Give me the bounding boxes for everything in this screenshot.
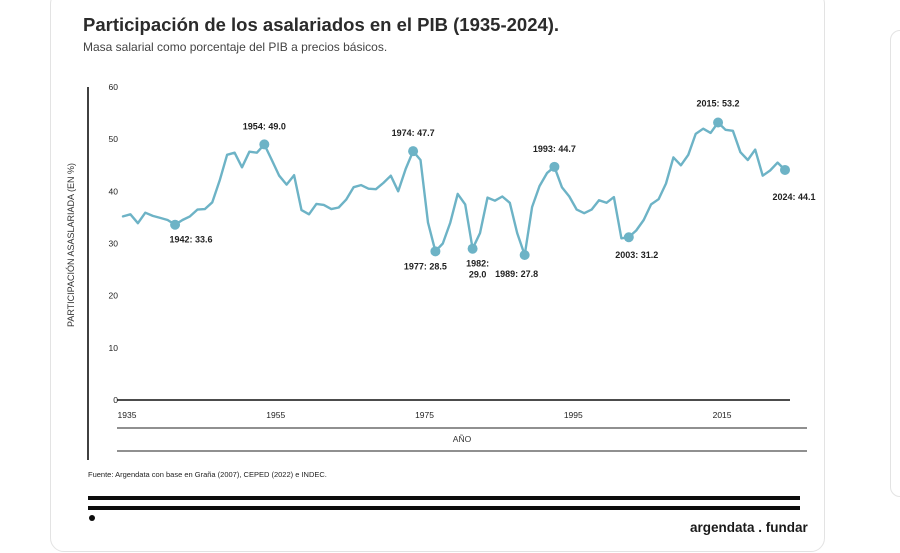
brand-logo[interactable]: argendata . fundar [690,520,808,535]
x-axis: 1935 1955 1975 1995 2015 AÑO [117,399,807,452]
y-tick-label: 30 [109,239,119,249]
x-tick-label: 2015 [713,410,732,420]
annotation-label: 1974: 47.7 [392,128,435,138]
x-tick-label: 1955 [266,410,285,420]
x-tick-label: 1975 [415,410,434,420]
annotation-marker [430,246,441,257]
y-tick-label: 0 [113,395,118,405]
annotation-label: 1954: 49.0 [243,121,286,131]
annotation-marker [780,164,790,175]
annotation-marker [519,249,530,260]
footer-dot [89,515,95,521]
y-tick-label: 60 [109,82,119,92]
y-tick-label: 40 [109,186,119,196]
annotation-label: 2024: 44.1 [772,192,815,202]
x-tick-label: 1995 [564,410,583,420]
annotation-marker [170,219,181,230]
x-tick-label: 1935 [118,410,137,420]
annotation-label: 1989: 27.8 [495,269,538,279]
annotation-label: 2015: 53.2 [697,98,740,108]
annotation-layer: 1942: 33.6 1954: 49.0 1974: 47.7 1977: 28.5… [170,98,816,279]
y-tick-label: 50 [109,134,119,144]
footer-bar-1 [88,496,800,500]
decorative-bars [88,496,800,521]
series-layer [121,121,787,257]
series-line-0 [121,121,787,257]
y-axis-label: PARTICIPACIÓN ASASLARIADA (EN %) [66,163,76,327]
footer-bar-2 [88,506,800,510]
annotation-label: 1977: 28.5 [404,261,447,271]
chart-title: Participación de los asalariados en el P… [83,14,560,35]
y-tick-label: 20 [109,291,119,301]
y-tick-label: 10 [109,343,119,353]
annotation-marker [467,243,478,254]
annotation-label: 1982: 29.0 [466,259,489,280]
chart-card [50,0,825,552]
y-axis: 0 10 20 30 40 50 60 PARTICIPACIÓN ASASLARIADA (… [66,82,118,460]
annotation-marker [549,161,560,172]
annotation-marker [408,146,419,157]
annotation-marker [713,117,724,128]
annotation-label: 1942: 33.6 [170,235,213,245]
annotation-label: 2003: 31.2 [615,250,658,260]
x-axis-label: AÑO [453,434,472,444]
annotation-marker [259,139,270,150]
annotation-marker [623,232,634,243]
source-note: Fuente: Argendata con base en Graña (200… [88,470,327,479]
annotation-label: 1993: 44.7 [533,144,576,154]
chart-subtitle: Masa salarial como porcentaje del PIB a … [83,40,388,54]
